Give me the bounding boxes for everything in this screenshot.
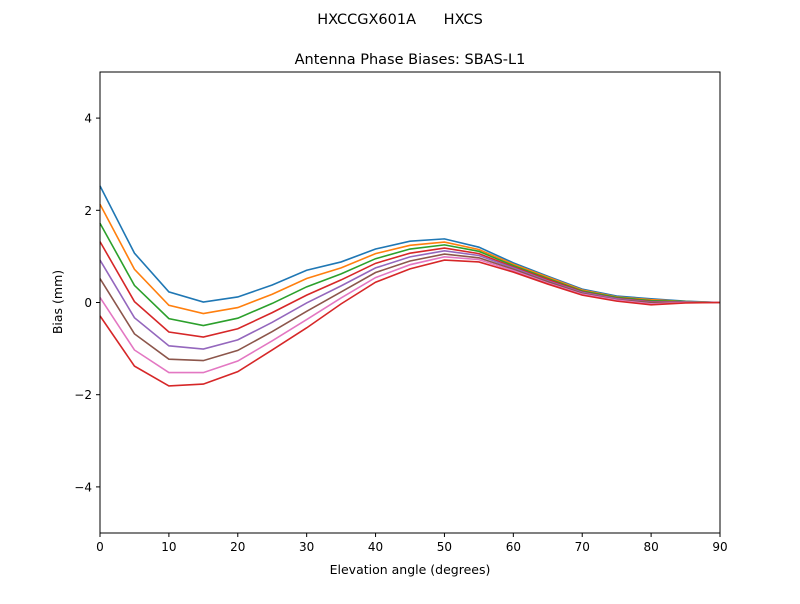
series-line-7	[99, 259, 721, 387]
x-tick-label: 10	[161, 540, 176, 554]
y-tick-label: 4	[84, 112, 92, 126]
chart-suptitle: HXCCGX601A HXCS	[317, 12, 483, 28]
y-axis-label: Bias (mm)	[50, 270, 65, 334]
x-tick-label: 50	[437, 540, 452, 554]
x-tick-label: 0	[96, 540, 104, 554]
series-line-1	[99, 203, 721, 315]
y-tick-label: −2	[74, 388, 92, 402]
y-tick-label: −4	[74, 480, 92, 494]
y-axis: −4 −2 0 2 4	[74, 112, 100, 494]
x-tick-label: 80	[643, 540, 658, 554]
x-tick-label: 20	[230, 540, 245, 554]
x-tick-label: 70	[575, 540, 590, 554]
series-line-6	[99, 256, 720, 374]
series-lines	[99, 185, 721, 387]
series-line-2	[99, 222, 721, 327]
x-axis-label: Elevation angle (degrees)	[330, 562, 491, 577]
series-line-4	[99, 250, 721, 350]
series-line-5	[99, 253, 720, 362]
x-tick-label: 30	[299, 540, 314, 554]
x-tick-label: 40	[368, 540, 383, 554]
chart-title: Antenna Phase Biases: SBAS-L1	[295, 52, 526, 68]
x-tick-label: 60	[506, 540, 521, 554]
series-line-0	[99, 185, 721, 304]
x-tick-label: 90	[712, 540, 727, 554]
y-tick-label: 0	[84, 296, 92, 310]
x-axis: 0 10 20 30 40 50 60 70 80 90	[96, 533, 728, 554]
y-tick-label: 2	[84, 204, 92, 218]
